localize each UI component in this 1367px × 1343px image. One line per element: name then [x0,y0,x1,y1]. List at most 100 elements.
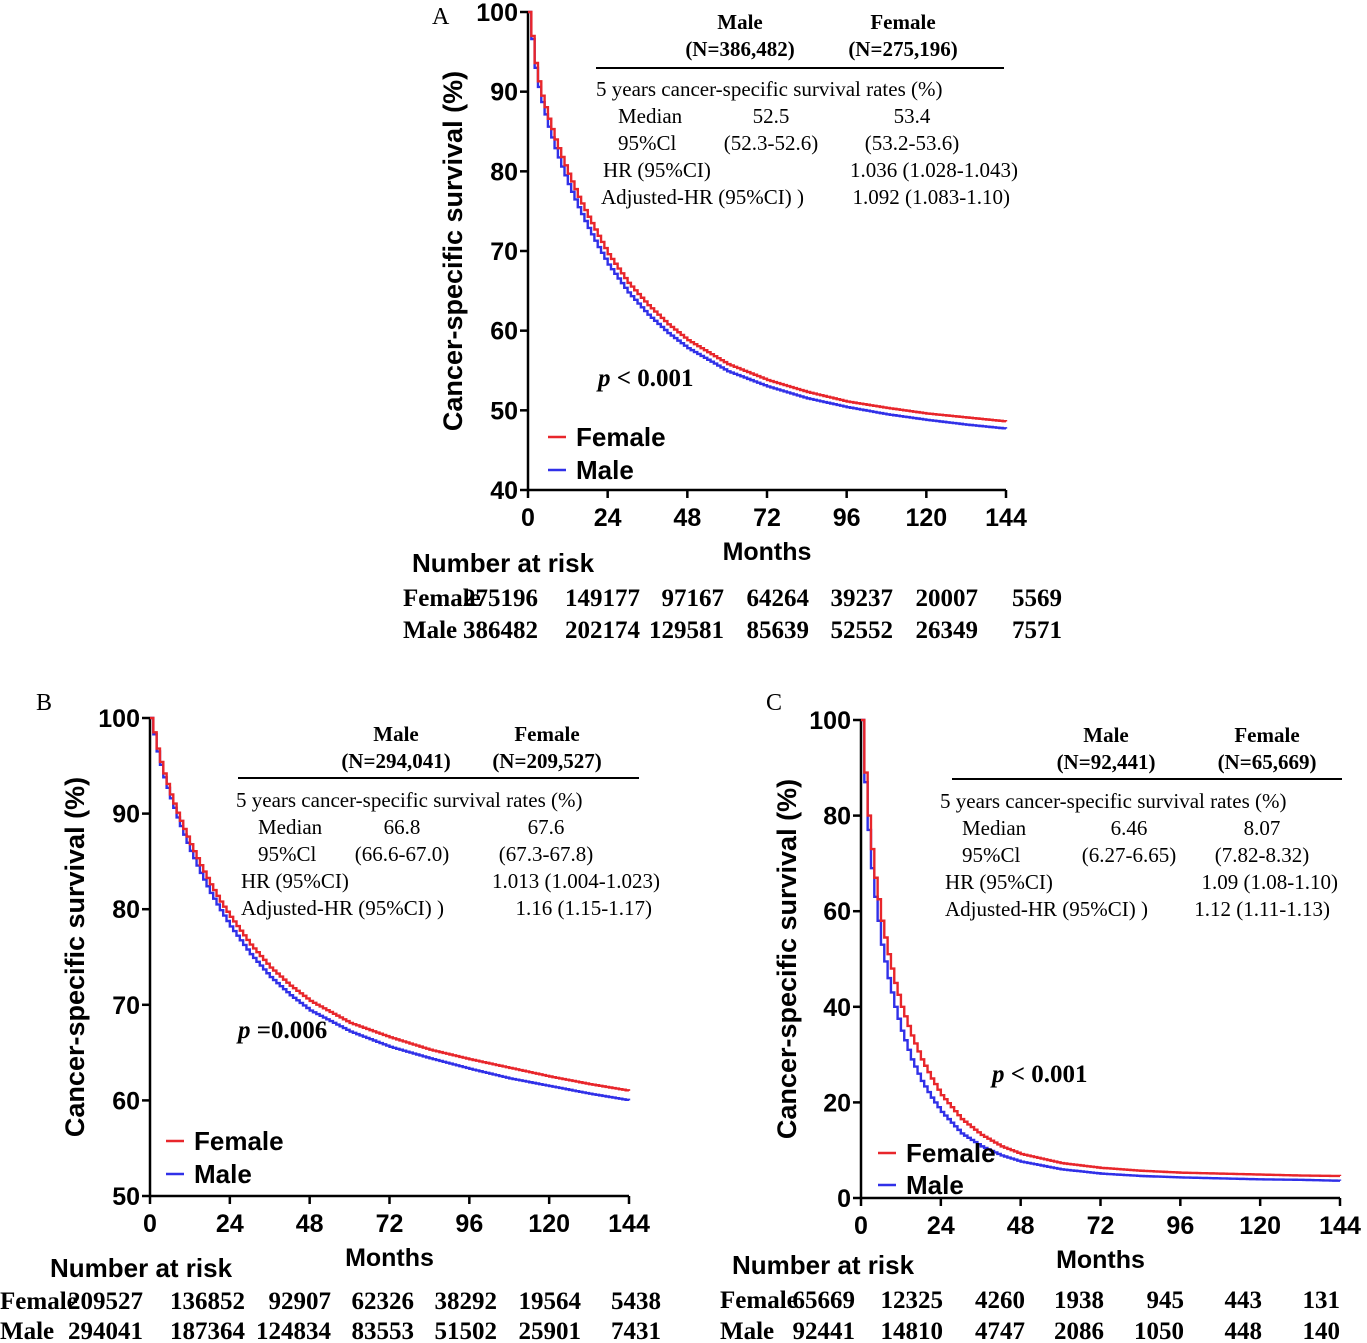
x-tick-label: 72 [1087,1212,1115,1240]
table-male-header: Male [717,10,762,34]
risk-female-value: 62326 [352,1288,415,1315]
table-title: 5 years cancer-specific survival rates (… [596,77,942,101]
risk-male-value: 448 [1225,1318,1263,1343]
risk-female-value: 443 [1225,1287,1263,1314]
x-axis-label: Months [1056,1246,1145,1274]
median-male: 6.46 [1111,816,1148,840]
y-tick-label: 90 [490,79,518,107]
risk-title: Number at risk [412,548,595,578]
risk-male-label: Male [0,1318,54,1343]
x-tick-label: 144 [985,504,1027,532]
risk-title: Number at risk [50,1253,233,1283]
risk-male-value: 202174 [565,617,641,644]
x-tick-label: 144 [608,1210,650,1238]
risk-male-value: 7431 [611,1318,661,1343]
ci-male: (52.3-52.6) [724,131,818,155]
ci-label: 95%Cl [258,842,317,866]
table-male-header: Male [373,722,418,746]
y-tick-label: 100 [809,707,851,735]
ci-female: (7.82-8.32) [1215,843,1309,867]
table-female-n: (N=209,527) [492,749,601,773]
risk-male-value: 26349 [916,617,979,644]
risk-female-value: 20007 [916,585,979,612]
adjusted-hr-label: Adjusted-HR (95%CI) ) [601,185,804,209]
risk-male-label: Male [403,617,457,644]
hr-label: HR (95%CI) [945,870,1053,894]
risk-female-value: 945 [1147,1287,1185,1314]
risk-female-value: 1938 [1054,1287,1104,1314]
adjusted-hr-value: 1.092 (1.083-1.10) [853,185,1010,209]
y-axis-label: Cancer-specific survival (%) [438,71,468,431]
risk-female-value: 19564 [519,1288,582,1315]
risk-female-value: 97167 [662,585,725,612]
table-title: 5 years cancer-specific survival rates (… [940,789,1286,813]
adjusted-hr-value: 1.12 (1.11-1.13) [1194,897,1330,921]
risk-male-value: 14810 [881,1318,944,1343]
x-tick-label: 0 [143,1210,157,1238]
table-male-n: (N=92,441) [1057,750,1156,774]
legend-label-female: Female [906,1138,996,1168]
y-tick-label: 90 [112,801,140,829]
risk-male-value: 7571 [1012,617,1062,644]
panel-label: B [36,690,52,716]
risk-female-label: Female [720,1287,798,1314]
x-tick-label: 120 [528,1210,570,1238]
risk-male-value: 85639 [747,617,810,644]
adjusted-hr-label: Adjusted-HR (95%CI) ) [945,897,1148,921]
x-tick-label: 0 [521,504,535,532]
risk-female-value: 5569 [1012,585,1062,612]
risk-female-label: Female [403,585,481,612]
risk-male-value: 386482 [463,617,538,644]
y-axis-label: Cancer-specific survival (%) [772,779,802,1139]
legend-label-male: Male [576,455,634,485]
table-female-n: (N=275,196) [848,37,957,61]
y-tick-label: 60 [823,898,851,926]
risk-female-value: 12325 [881,1287,944,1314]
risk-male-value: 25901 [519,1318,582,1343]
risk-female-value: 149177 [565,585,640,612]
x-axis-label: Months [345,1244,434,1272]
risk-male-value: 4747 [975,1318,1025,1343]
risk-male-value: 1050 [1134,1318,1184,1343]
risk-female-value: 38292 [435,1288,498,1315]
y-tick-label: 80 [112,896,140,924]
hr-value: 1.09 (1.08-1.10) [1202,870,1338,894]
series-line-male [528,10,1008,430]
table-female-n: (N=65,669) [1218,750,1317,774]
risk-female-label: Female [0,1288,78,1315]
median-label: Median [618,104,683,128]
risk-female-value: 64264 [747,585,810,612]
table-female-header: Female [1234,723,1299,747]
p-value: p < 0.001 [596,365,694,392]
p-value-text: =0.006 [251,1017,328,1044]
hr-value: 1.013 (1.004-1.023) [492,869,660,893]
table-title: 5 years cancer-specific survival rates (… [236,788,582,812]
x-axis-label: Months [723,538,812,566]
risk-female-value: 92907 [269,1288,332,1315]
legend-label-female: Female [194,1126,284,1156]
table-male-n: (N=386,482) [685,37,794,61]
series-line-female [150,716,631,1092]
risk-female-value: 5438 [611,1288,661,1315]
p-value-symbol: p [596,365,611,392]
y-tick-label: 0 [837,1185,851,1213]
y-tick-label: 20 [823,1089,851,1117]
x-tick-label: 120 [1239,1212,1281,1240]
risk-male-value: 124834 [256,1318,332,1343]
chart-panel-B: B 50 60 70 80 90 100 0 24 48 72 96 120 144 Cancer-spec… [0,690,661,1343]
x-tick-label: 96 [833,504,861,532]
p-value-text: < 0.001 [1005,1061,1088,1088]
x-tick-label: 48 [296,1210,324,1238]
y-axis-label: Cancer-specific survival (%) [60,777,90,1137]
risk-female-value: 39237 [831,585,894,612]
series-line-male [861,718,1342,1182]
p-value-symbol: p [990,1061,1005,1088]
median-female: 67.6 [528,815,565,839]
y-tick-label: 100 [98,705,140,733]
x-tick-label: 24 [594,504,622,532]
ci-label: 95%Cl [618,131,677,155]
p-value: p < 0.001 [990,1061,1088,1088]
median-male: 52.5 [753,104,790,128]
chart-panel-C: C 0 20 40 60 80 100 0 24 48 72 96 120 144 Cancer-speci… [720,690,1361,1343]
x-tick-label: 72 [753,504,781,532]
